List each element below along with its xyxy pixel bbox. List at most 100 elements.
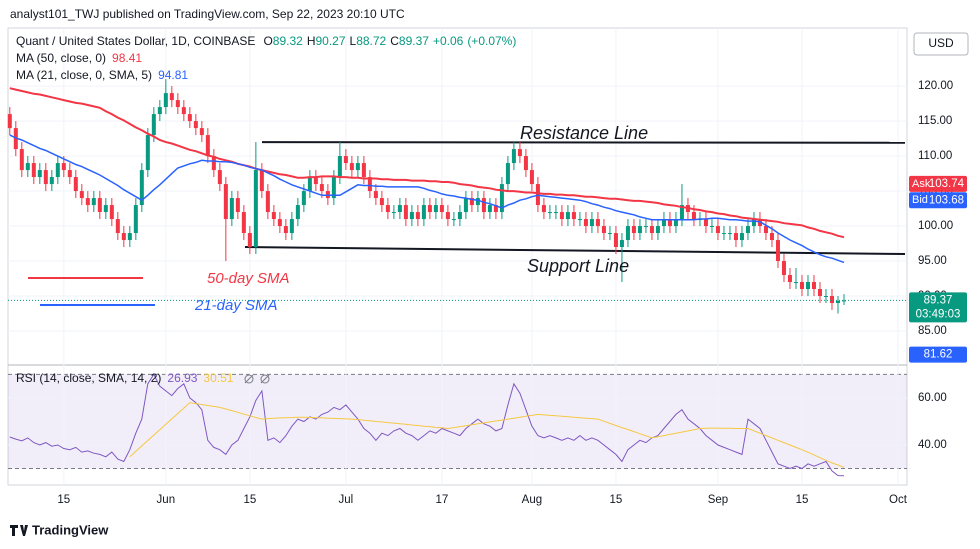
y-tick-label: 100.00	[918, 220, 953, 232]
candle-body	[763, 226, 768, 234]
candle-body	[103, 205, 108, 213]
candle-body	[829, 296, 834, 304]
legend-item: 90.27	[315, 34, 345, 48]
ma-line	[9, 87, 845, 239]
candle-body	[175, 100, 180, 108]
candle-body	[181, 107, 186, 115]
candle-body	[835, 300, 840, 304]
candle-body	[7, 114, 12, 129]
candle-body	[733, 233, 738, 241]
price-tag	[909, 175, 967, 192]
candle-body	[127, 233, 132, 241]
candle-body	[571, 212, 576, 220]
candle-body	[271, 212, 276, 220]
candle-body	[121, 233, 126, 241]
candle-body	[349, 163, 354, 171]
candle-body	[403, 205, 408, 220]
candle-body	[355, 163, 360, 171]
candle-body	[319, 184, 324, 192]
legend-row: RSI (14, close, SMA, 14, 2) 26.93 30.51	[16, 371, 234, 385]
candle-body	[49, 177, 54, 185]
candle-body	[25, 163, 30, 171]
x-tick-label: 17	[435, 494, 448, 506]
candle-body	[313, 177, 318, 185]
candle-body	[703, 219, 708, 227]
candle-body	[31, 163, 36, 178]
publisher: analyst101_TWJ published on TradingView.…	[10, 7, 405, 21]
legend-item: C	[390, 34, 399, 48]
candle-body	[583, 219, 588, 227]
legend-row: Quant / United States Dollar, 1D, COINBA…	[16, 34, 516, 48]
currency-button[interactable]	[913, 32, 969, 56]
x-tick-label: 15	[796, 494, 809, 506]
annotation: Resistance Line	[520, 123, 648, 143]
candle-body	[625, 226, 630, 241]
candle-body	[115, 219, 120, 234]
candle-body	[379, 198, 384, 206]
legend-icon	[260, 374, 270, 384]
candle-body	[217, 170, 222, 185]
candle-body	[361, 163, 366, 178]
candle-body	[421, 205, 426, 220]
candle-body	[451, 219, 456, 221]
candle-body	[823, 296, 828, 298]
candle-body	[385, 205, 390, 213]
price-tag-value: 103.74	[929, 178, 965, 190]
legend-item: L	[350, 34, 357, 48]
candle-body	[607, 233, 612, 235]
candle-body	[769, 233, 774, 241]
price-tag-countdown: 03:49:03	[916, 308, 961, 320]
candle-body	[487, 205, 492, 213]
candle-body	[151, 114, 156, 136]
price-tag-name: Ask	[912, 178, 931, 190]
candle-body	[343, 156, 348, 164]
candle-body	[781, 261, 786, 276]
candle-body	[235, 198, 240, 213]
legend-icon	[244, 374, 254, 384]
annotation: 21-day SMA	[194, 297, 278, 314]
candle-body	[481, 198, 486, 213]
y-tick-label: 115.00	[918, 115, 952, 127]
price-tag-value: 81.62	[924, 349, 953, 361]
candle-body	[841, 300, 846, 302]
candle-body	[439, 205, 444, 213]
candle-body	[619, 240, 624, 248]
candle-body	[775, 240, 780, 262]
candle-body	[463, 198, 468, 213]
candle-body	[133, 205, 138, 234]
candle-body	[523, 156, 528, 171]
price-tag-name: Bid	[912, 194, 928, 206]
candle-body	[595, 219, 600, 227]
legend-item: 98.41	[112, 51, 142, 65]
legend-item: Quant / United States Dollar, 1D, COINBA…	[16, 34, 255, 48]
candle-body	[415, 212, 420, 220]
legend-item: 89.37	[399, 34, 429, 48]
annotation: 50-day SMA	[207, 270, 290, 287]
trend-line	[244, 246, 906, 256]
annotation: Support Line	[527, 256, 629, 276]
candle-body	[19, 149, 24, 171]
candle-body	[709, 226, 714, 228]
candle-body	[751, 219, 756, 227]
candle-body	[367, 177, 372, 192]
legend-item: 94.81	[158, 68, 188, 82]
candle-body	[61, 163, 66, 171]
candle-body	[157, 107, 162, 115]
legend-item: 30.51	[203, 371, 233, 385]
candle-body	[631, 226, 636, 234]
candle-body	[205, 135, 210, 157]
candle-body	[211, 156, 216, 171]
y-tick-label: 120.00	[918, 80, 953, 92]
candle-body	[85, 198, 90, 206]
candle-body	[655, 226, 660, 234]
candle-body	[397, 205, 402, 213]
candle-body	[601, 226, 606, 234]
candle-body	[67, 170, 72, 178]
candle-body	[547, 212, 552, 214]
legend-row: MA (50, close, 0) 98.41	[16, 51, 142, 65]
candle-body	[139, 170, 144, 206]
candle-body	[55, 163, 60, 178]
candle-body	[229, 198, 234, 220]
candle-body	[691, 212, 696, 220]
